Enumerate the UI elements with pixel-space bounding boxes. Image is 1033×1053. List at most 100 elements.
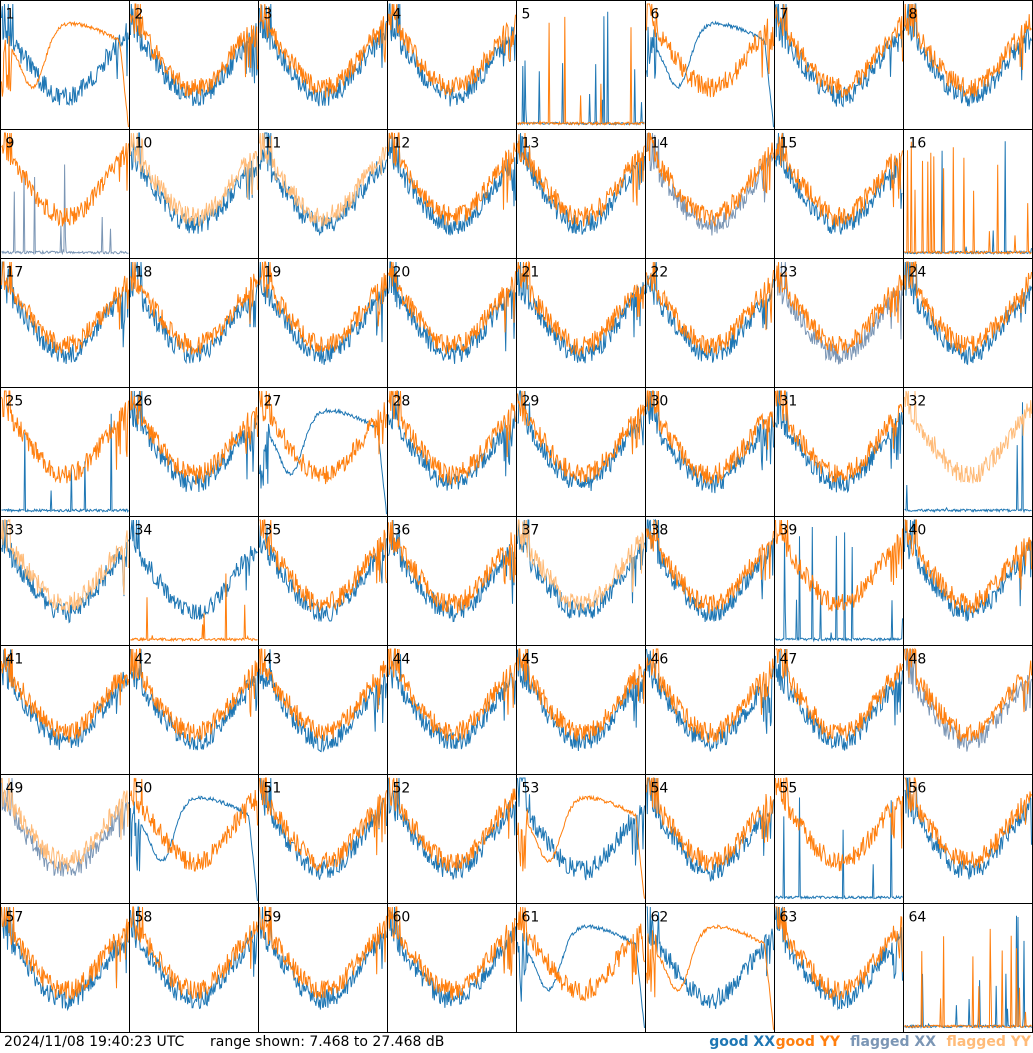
- series-yy-line: [775, 777, 903, 872]
- panel-62: 62: [645, 903, 775, 1033]
- panel-frame: [129, 258, 259, 388]
- series-yy-line: [517, 132, 645, 227]
- legend-flagged-xx: flagged XX: [850, 1034, 936, 1050]
- series-xx-line: [775, 797, 903, 900]
- panel-label: 25: [6, 394, 24, 410]
- series-xx-line: [259, 906, 387, 1010]
- series-xx-line: [517, 519, 645, 619]
- panel-44: 44: [387, 645, 517, 775]
- panel-29: 29: [516, 387, 646, 517]
- panel-frame: [774, 258, 904, 388]
- panel-27: 27: [258, 387, 388, 517]
- panel-frame: [387, 0, 517, 130]
- panel-11: 11: [258, 129, 388, 259]
- series-xx-line: [388, 390, 516, 491]
- series-yy-line: [904, 141, 1032, 255]
- series-xx-line: [130, 390, 258, 493]
- panel-label: 36: [393, 523, 411, 539]
- series-xx-line: [388, 777, 516, 880]
- panel-34: 34: [129, 516, 259, 646]
- panel-frame: [645, 0, 775, 130]
- series-yy-line: [1, 390, 129, 484]
- series-yy-line: [646, 924, 774, 1030]
- series-xx-line: [1, 906, 129, 1012]
- series-yy-line: [517, 794, 645, 899]
- series-xx-line: [259, 407, 387, 515]
- series-yy-line: [259, 132, 387, 227]
- panel-45: 45: [516, 645, 646, 775]
- series-yy-line: [775, 132, 903, 227]
- panel-frame: [645, 516, 775, 646]
- panel-label: 11: [264, 136, 282, 152]
- panel-label: 1: [6, 7, 15, 23]
- panel-label: 45: [522, 652, 540, 668]
- panel-label: 55: [780, 781, 798, 797]
- series-yy-line: [130, 648, 258, 743]
- panel-label: 53: [522, 781, 540, 797]
- series-xx-line: [388, 132, 516, 236]
- timestamp: 2024/11/08 19:40:23 UTC: [4, 1034, 185, 1050]
- panel-frame: [774, 0, 904, 130]
- series-yy-line: [259, 648, 387, 742]
- panel-label: 48: [909, 652, 927, 668]
- panel-label: 47: [780, 652, 798, 668]
- panel-label: 30: [651, 394, 669, 410]
- panel-64: 64: [903, 903, 1033, 1033]
- series-yy-line: [1, 906, 129, 1000]
- panel-38: 38: [645, 516, 775, 646]
- series-yy-line: [130, 777, 258, 872]
- panel-label: 50: [135, 781, 153, 797]
- panel-frame: [129, 387, 259, 517]
- panel-4: 4: [387, 0, 517, 130]
- series-yy-line: [646, 648, 774, 744]
- panel-26: 26: [129, 387, 259, 517]
- panel-41: 41: [0, 645, 130, 775]
- series-yy-line: [775, 906, 903, 1001]
- panel-label: 19: [264, 265, 282, 281]
- panel-label: 17: [6, 265, 24, 281]
- panel-label: 33: [6, 523, 24, 539]
- series-yy-line: [904, 3, 1032, 98]
- panel-52: 52: [387, 774, 517, 904]
- panel-frame: [129, 774, 259, 904]
- series-yy-line: [1, 648, 129, 743]
- panel-label: 26: [135, 394, 153, 410]
- panel-frame: [129, 0, 259, 130]
- panel-39: 39: [774, 516, 904, 646]
- series-xx-line: [130, 519, 258, 620]
- panel-label: 21: [522, 265, 540, 281]
- series-yy-line: [388, 390, 516, 486]
- series-xx-line: [130, 795, 258, 902]
- panel-frame: [774, 129, 904, 259]
- panel-frame: [903, 129, 1033, 259]
- panel-label: 46: [651, 652, 669, 668]
- series-yy-line: [646, 777, 774, 871]
- series-yy-line: [646, 519, 774, 614]
- series-xx-line: [1, 648, 129, 750]
- panel-label: 2: [135, 7, 144, 23]
- panel-frame: [387, 516, 517, 646]
- panel-label: 42: [135, 652, 153, 668]
- panel-frame: [516, 387, 646, 517]
- panel-label: 5: [522, 7, 531, 23]
- series-yy-line: [904, 519, 1032, 614]
- panel-28: 28: [387, 387, 517, 517]
- panel-7: 7: [774, 0, 904, 130]
- panel-label: 13: [522, 136, 540, 152]
- panel-frame: [0, 645, 130, 775]
- panel-24: 24: [903, 258, 1033, 388]
- panel-label: 10: [135, 136, 153, 152]
- panel-46: 46: [645, 645, 775, 775]
- panel-label: 34: [135, 523, 153, 539]
- panel-label: 57: [6, 910, 24, 926]
- panel-frame: [258, 0, 388, 130]
- panel-frame: [645, 258, 775, 388]
- series-xx-line: [517, 390, 645, 492]
- panel-label: 27: [264, 394, 282, 410]
- series-yy-line: [775, 3, 903, 98]
- panel-18: 18: [129, 258, 259, 388]
- panel-63: 63: [774, 903, 904, 1033]
- series-xx-line: [646, 648, 774, 752]
- panel-55: 55: [774, 774, 904, 904]
- series-yy-line: [388, 906, 516, 1001]
